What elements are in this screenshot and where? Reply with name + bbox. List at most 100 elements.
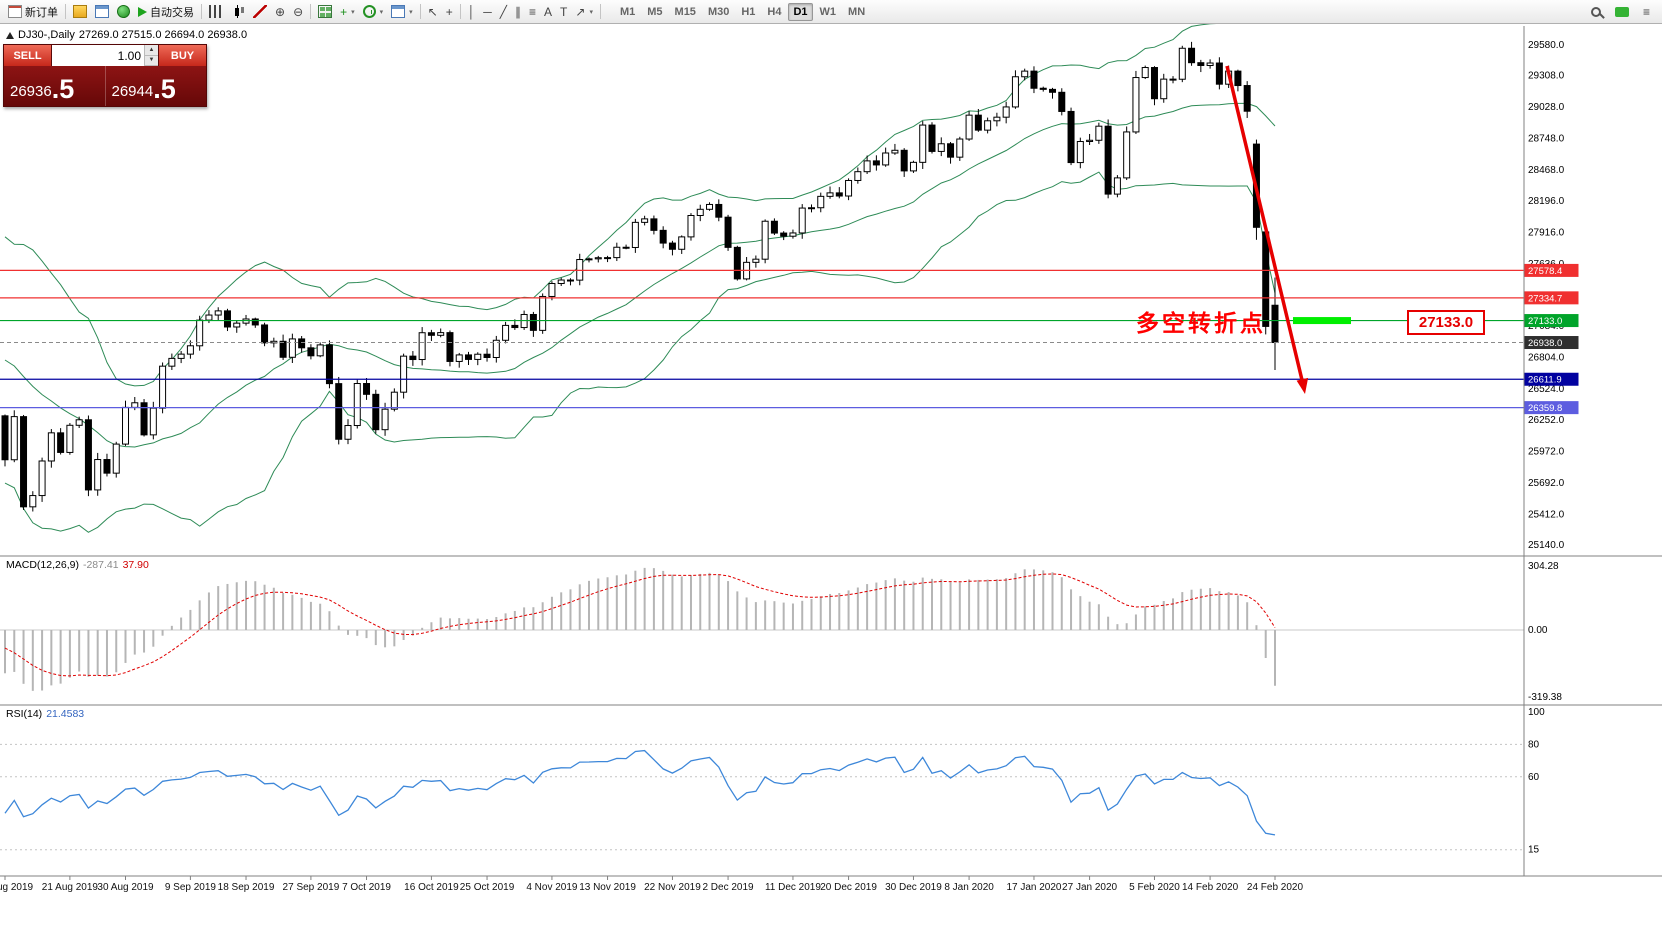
date-axis-label: 18 Sep 2019 [218, 882, 275, 893]
candlestick-series [1, 41, 1279, 512]
timeframe-m30[interactable]: M30 [707, 5, 730, 18]
timeframe-d1[interactable]: D1 [788, 2, 813, 21]
macd-signal-value: 37.90 [122, 559, 149, 571]
chat-icon [1614, 6, 1629, 17]
candle-body [1123, 131, 1131, 179]
templates-button[interactable]: ▾ [387, 1, 417, 23]
candle-body [993, 116, 1001, 122]
zoom-out-button[interactable]: ⊖ [289, 1, 307, 23]
price-axis-label: 28196.0 [1528, 196, 1565, 207]
date-axis-label: 14 Feb 2020 [1182, 882, 1239, 893]
timeframe-m15[interactable]: M15 [674, 5, 696, 18]
vertical-line-icon: │ [467, 4, 476, 19]
candle-body [594, 257, 602, 260]
candle-body [149, 407, 157, 436]
date-axis-label: 30 Aug 2019 [97, 882, 154, 893]
candle-body [928, 124, 936, 152]
volume-input[interactable] [52, 45, 144, 66]
candle-body [131, 402, 139, 408]
candle-body [1113, 177, 1121, 195]
chart-symbol-title: DJ30-,Daily [18, 29, 75, 41]
menu-button[interactable]: ≡ [1639, 1, 1654, 23]
refresh-icon-button[interactable] [113, 1, 134, 23]
tile-windows-button[interactable] [314, 1, 336, 23]
new-order-button[interactable]: 新订单 [4, 1, 62, 23]
text-icon: A [544, 4, 553, 19]
vertical-line-tool-button[interactable]: │ [464, 1, 480, 23]
green-highlight-line [1293, 317, 1351, 325]
fibonacci-tool-button[interactable]: ≡ [525, 1, 540, 23]
timeframe-m5[interactable]: M5 [647, 5, 663, 18]
timeframe-h4[interactable]: H4 [767, 5, 782, 18]
candle-body [1002, 106, 1010, 118]
indicators-button[interactable]: + ▾ [336, 1, 359, 23]
market-watch-icon-button[interactable] [69, 1, 91, 23]
timeframe-m1[interactable]: M1 [619, 5, 636, 18]
candle-body [1030, 70, 1038, 89]
chart-title: DJ30-,Daily 27269.0 27515.0 26694.0 2693… [6, 29, 247, 41]
macd-axis-label: -319.38 [1528, 692, 1562, 703]
search-button[interactable] [1587, 1, 1605, 23]
candle-body [1215, 62, 1223, 85]
date-axis-label: 12 Aug 2019 [0, 882, 34, 893]
horizontal-line-tool-button[interactable]: ─ [479, 1, 496, 23]
candle-body [418, 332, 426, 361]
macd-indicator-label: MACD(12,26,9) -287.41 37.90 [6, 559, 149, 571]
candle-body [325, 344, 333, 385]
sell-price-button[interactable]: 26936 .5 [4, 66, 105, 106]
charts-window-icon-button[interactable] [91, 1, 113, 23]
toolbar-separator [459, 4, 461, 19]
label-tool-button[interactable]: T [556, 1, 571, 23]
cursor-tool-button[interactable]: ↖ [424, 1, 442, 23]
bars-chart-type-button[interactable] [205, 1, 227, 23]
buy-button[interactable]: BUY [159, 45, 206, 66]
candle-body [891, 149, 899, 154]
timeframe-h1[interactable]: H1 [741, 5, 756, 18]
candle-body [622, 246, 630, 249]
candle-body [1, 415, 9, 461]
price-axis-label: 25140.0 [1528, 540, 1565, 551]
candle-body [1271, 304, 1279, 344]
candlestick-chart-type-button[interactable] [227, 1, 249, 23]
periods-button[interactable]: ▾ [359, 1, 388, 23]
zoom-in-button[interactable]: ⊕ [271, 1, 289, 23]
macd-axis-label: 0.00 [1528, 625, 1548, 636]
candle-body [335, 383, 343, 440]
price-tag-text: 27334.7 [1528, 293, 1562, 304]
crosshair-tool-button[interactable]: + [442, 1, 457, 23]
rsi-axis-label: 80 [1528, 739, 1540, 750]
arrows-tool-button[interactable]: ↗ ▾ [571, 1, 597, 23]
volume-decrease-button[interactable]: ▼ [145, 55, 158, 66]
chat-button[interactable] [1611, 1, 1633, 23]
date-axis-label: 27 Sep 2019 [283, 882, 340, 893]
autotrading-button[interactable]: 自动交易 [134, 1, 198, 23]
candle-body [539, 295, 547, 331]
candle-body [455, 354, 463, 362]
price-tag-text: 26938.0 [1528, 338, 1562, 349]
price-tag-text: 27133.0 [1528, 316, 1562, 327]
timeframe-w1[interactable]: W1 [819, 5, 837, 18]
text-tool-button[interactable]: A [540, 1, 556, 23]
autotrading-button-label: 自动交易 [150, 6, 194, 19]
candle-body [872, 160, 880, 166]
volume-increase-button[interactable]: ▲ [145, 45, 158, 56]
macd-name: MACD(12,26,9) [6, 559, 79, 571]
candle-body [186, 345, 194, 355]
candle-body [177, 353, 185, 359]
refresh-icon [117, 5, 130, 18]
candle-body [835, 192, 843, 197]
trendline-tool-button[interactable]: ╱ [496, 1, 511, 23]
timeframe-mn[interactable]: MN [848, 5, 866, 18]
line-chart-type-button[interactable] [249, 1, 271, 23]
bars-chart-icon [209, 5, 223, 18]
sell-button[interactable]: SELL [4, 45, 51, 66]
date-axis-label: 9 Sep 2019 [165, 882, 217, 893]
channel-tool-button[interactable]: ∥ [511, 1, 525, 23]
add-indicator-icon: + [340, 4, 348, 19]
candle-body [437, 332, 445, 336]
new-order-button-label: 新订单 [25, 6, 58, 19]
candle-body [900, 149, 908, 172]
buy-price-button[interactable]: 26944 .5 [104, 66, 207, 106]
